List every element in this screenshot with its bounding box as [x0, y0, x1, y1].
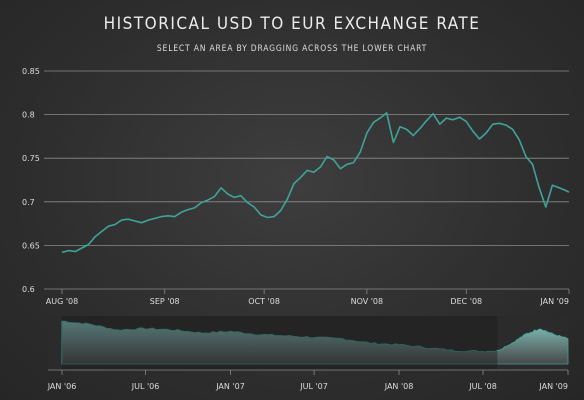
navigator-x-tick-label: JUL '06	[131, 382, 160, 391]
navigator-x-tick-label: JAN '08	[384, 382, 414, 391]
navigator-area	[61, 320, 569, 365]
x-tick-label: NOV '08	[351, 297, 384, 306]
y-tick-label: 0.7	[22, 198, 35, 207]
navigator-x-tick-label: JUL '08	[468, 382, 497, 391]
x-tick-label: DEC '08	[450, 297, 482, 306]
x-tick-label: OCT '08	[248, 297, 280, 306]
y-tick-label: 0.65	[22, 241, 40, 250]
y-tick-label: 0.6	[22, 285, 35, 294]
navigator-x-tick-label: JAN '06	[47, 382, 77, 391]
navigator-x-tick-label: JUL '07	[299, 382, 328, 391]
chart-subtitle: SELECT AN AREA BY DRAGGING ACROSS THE LO…	[156, 44, 428, 54]
x-tick-label: SEP '08	[150, 297, 180, 306]
navigator-x-tick-label: JAN '09	[538, 382, 568, 391]
x-tick-label: AUG '08	[46, 297, 78, 306]
y-tick-label: 0.85	[22, 67, 40, 76]
y-tick-label: 0.8	[22, 111, 35, 120]
y-tick-label: 0.75	[22, 154, 40, 163]
navigator-x-tick-label: JAN '07	[215, 382, 245, 391]
x-tick-label: JAN '09	[539, 297, 569, 306]
chart-title: HISTORICAL USD TO EUR EXCHANGE RATE	[103, 14, 481, 34]
series-line	[61, 112, 570, 254]
navigator-selection[interactable]	[62, 316, 498, 370]
